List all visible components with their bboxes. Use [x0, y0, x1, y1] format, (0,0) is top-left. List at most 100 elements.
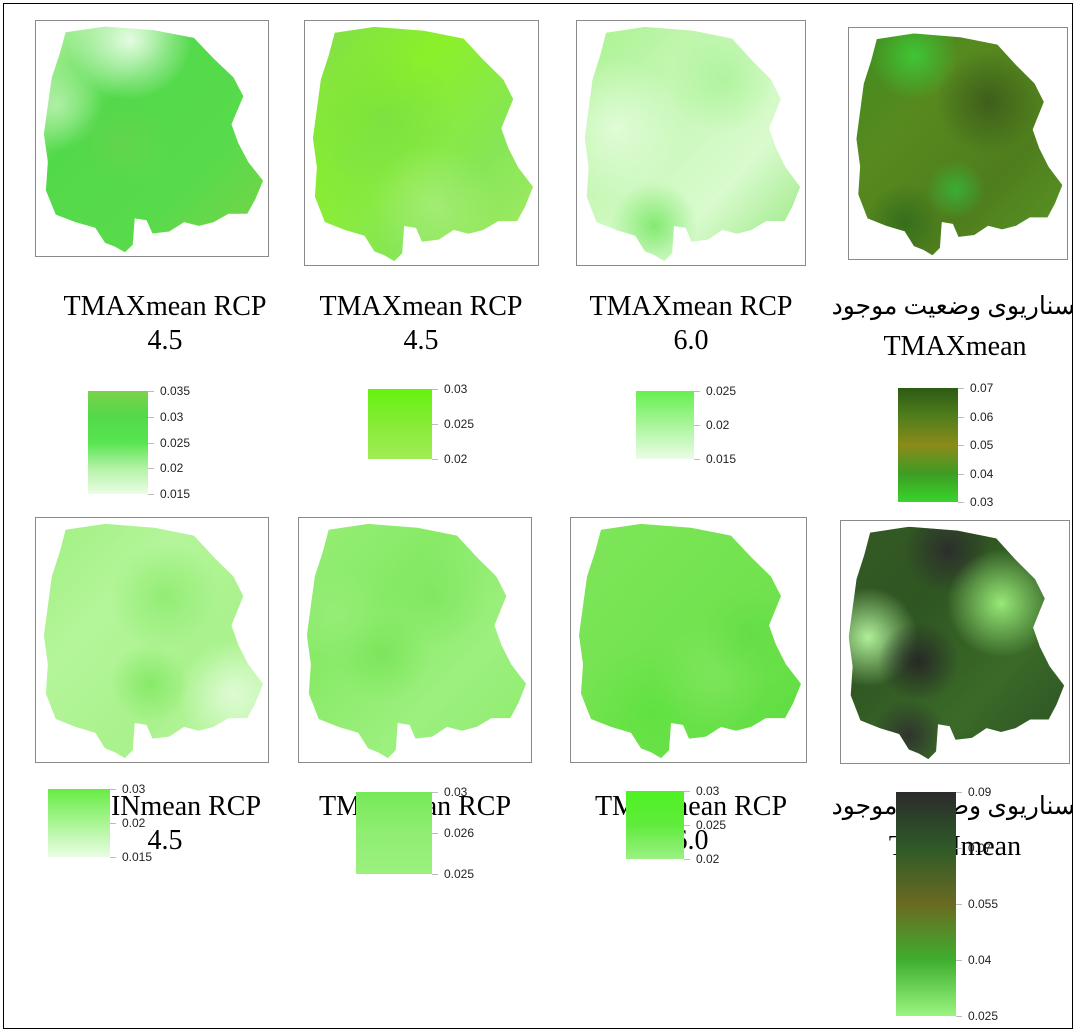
legend-label: 0.03 [444, 382, 468, 396]
legend-label: 0.025 [706, 384, 737, 398]
title-line1: TMAXmean RCP [319, 291, 523, 322]
legend: 0.09 0.07 0.055 0.04 0.025 [896, 785, 1026, 1023]
legend-tick [956, 792, 962, 793]
legend-label: 0.055 [968, 897, 999, 911]
legend-tick [148, 468, 154, 470]
map-canvas [584, 26, 801, 262]
map-canvas [856, 33, 1063, 256]
title-line2: 6.0 [673, 325, 709, 356]
legend-label: 0.02 [706, 418, 730, 432]
legend-tick [148, 442, 154, 444]
legend-colorbar [626, 791, 684, 859]
legend-tick [432, 389, 438, 390]
map-tmax-rcp45-b [304, 20, 539, 266]
legend-tick [956, 960, 962, 961]
map-title: TMAXmean RCP 4.5 [296, 290, 546, 358]
title-line2: 4.5 [403, 325, 439, 356]
legend-label: 0.015 [122, 850, 153, 864]
legend-tick [958, 416, 964, 418]
map-tmin-rcp60 [570, 517, 807, 763]
map-value-blob [66, 26, 193, 100]
legend-tick [684, 825, 690, 826]
legend-label: 0.02 [160, 461, 184, 476]
legend-tick [684, 859, 690, 860]
map-tmax-baseline [848, 27, 1068, 260]
map-canvas [579, 523, 801, 759]
legend-label: 0.03 [696, 784, 720, 798]
legend-colorbar [48, 789, 110, 857]
map-tmin-rcp45-b [298, 517, 532, 763]
legend: 0.03 0.025 0.02 [368, 382, 488, 466]
map-value-blob [110, 644, 190, 723]
legend-tick [432, 874, 438, 875]
legend-label: 0.025 [444, 867, 475, 881]
legend-label: 0.025 [444, 417, 475, 431]
title-line2: 4.5 [147, 325, 183, 356]
legend-tick [110, 823, 116, 824]
legend: 0.07 0.06 0.05 0.04 0.03 [898, 381, 1018, 509]
legend: 0.025 0.02 0.015 [636, 384, 756, 466]
legend-tick [694, 459, 700, 460]
legend-label: 0.02 [696, 852, 720, 866]
map-canvas [43, 523, 264, 759]
legend-colorbar [896, 792, 956, 1016]
legend-tick [956, 904, 962, 905]
legend-tick [148, 416, 154, 418]
legend-label: 0.015 [706, 452, 737, 466]
legend-label: 0.03 [444, 785, 468, 799]
map-tmax-rcp45-a [35, 20, 269, 257]
legend-tick [956, 1016, 962, 1017]
legend-label: 0.05 [970, 438, 994, 452]
map-value-blob [703, 588, 799, 682]
legend-tick [432, 459, 438, 460]
title-line1: TMAXmean RCP [589, 291, 793, 322]
legend-label: 0.025 [160, 435, 191, 450]
legend-label: 0.02 [122, 816, 146, 830]
title-line1: سناریوی وضعیت موجود [831, 293, 1075, 320]
legend-colorbar [898, 388, 958, 502]
legend: 0.035 0.03 0.025 0.02 0.015 [88, 384, 208, 501]
legend-colorbar [368, 389, 432, 459]
map-value-blob [306, 568, 386, 663]
map-canvas [848, 526, 1065, 760]
title-line2: 4.5 [147, 825, 183, 856]
legend-label: 0.03 [122, 782, 146, 796]
map-value-blob [878, 621, 959, 702]
legend-label: 0.015 [160, 487, 191, 501]
legend-tick [432, 424, 438, 425]
legend: 0.03 0.025 0.02 [626, 784, 746, 866]
map-canvas [306, 523, 527, 759]
map-title: TMAXmean RCP 6.0 [566, 290, 816, 358]
map-value-blob [584, 58, 686, 199]
legend-tick [958, 473, 964, 475]
legend: 0.03 0.026 0.025 [356, 785, 486, 881]
legend-tick [694, 425, 700, 426]
map-value-blob [946, 549, 1056, 658]
map-canvas [312, 26, 534, 262]
legend-label: 0.026 [444, 826, 475, 840]
legend-tick [958, 388, 964, 389]
map-value-blob [668, 26, 777, 135]
legend-tick [684, 791, 690, 792]
map-tmax-rcp60 [576, 20, 806, 266]
legend-tick [958, 445, 964, 446]
map-value-blob [77, 98, 173, 189]
legend: 0.03 0.02 0.015 [48, 782, 168, 864]
legend-label: 0.02 [444, 452, 468, 466]
legend-colorbar [356, 792, 432, 874]
legend-tick [958, 502, 964, 503]
legend-label: 0.025 [968, 1009, 999, 1023]
legend-label: 0.09 [968, 785, 992, 799]
map-value-blob [109, 541, 220, 651]
legend-tick [110, 789, 116, 790]
legend-label: 0.025 [696, 818, 727, 832]
legend-label: 0.07 [970, 381, 994, 395]
legend-tick [432, 792, 438, 793]
legend-tick [148, 494, 154, 495]
legend-label: 0.035 [160, 384, 191, 398]
map-canvas [43, 26, 264, 253]
legend-tick [956, 848, 962, 849]
map-value-blob [312, 95, 409, 221]
map-value-blob [43, 60, 104, 151]
map-value-blob [869, 33, 959, 101]
